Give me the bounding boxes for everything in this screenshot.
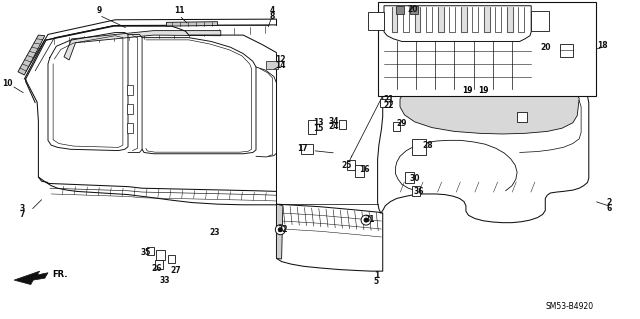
Text: 27: 27 bbox=[171, 266, 181, 275]
Circle shape bbox=[364, 218, 369, 223]
Text: 22: 22 bbox=[384, 101, 394, 110]
Polygon shape bbox=[166, 22, 218, 26]
Text: 12: 12 bbox=[275, 55, 285, 63]
Bar bbox=[355, 165, 364, 177]
Text: 29: 29 bbox=[397, 119, 407, 128]
Polygon shape bbox=[64, 31, 221, 60]
Text: 36: 36 bbox=[414, 187, 424, 196]
Bar bbox=[378, 2, 596, 96]
Bar bbox=[308, 120, 316, 134]
Polygon shape bbox=[384, 6, 531, 41]
Text: 3: 3 bbox=[20, 204, 25, 213]
Text: 25: 25 bbox=[342, 161, 352, 170]
Bar bbox=[147, 247, 154, 256]
Text: 19: 19 bbox=[462, 86, 472, 95]
Polygon shape bbox=[18, 35, 45, 75]
Polygon shape bbox=[14, 271, 48, 285]
Text: 35: 35 bbox=[141, 248, 151, 257]
Circle shape bbox=[275, 225, 285, 235]
Text: 10: 10 bbox=[3, 79, 13, 88]
Text: 23: 23 bbox=[209, 228, 220, 237]
Bar bbox=[394, 122, 400, 131]
Bar bbox=[405, 172, 414, 182]
Circle shape bbox=[361, 215, 371, 225]
Bar bbox=[380, 99, 390, 107]
Bar bbox=[517, 112, 527, 122]
Text: 1: 1 bbox=[374, 271, 379, 280]
Text: 14: 14 bbox=[275, 61, 285, 70]
Bar bbox=[396, 6, 404, 14]
Text: 17: 17 bbox=[297, 144, 307, 153]
Text: 20: 20 bbox=[408, 5, 418, 14]
Text: 32: 32 bbox=[278, 225, 288, 234]
Bar bbox=[410, 6, 418, 14]
Text: 15: 15 bbox=[314, 124, 324, 133]
Text: 18: 18 bbox=[598, 41, 608, 50]
Bar bbox=[347, 160, 355, 170]
Bar bbox=[155, 260, 163, 269]
Circle shape bbox=[278, 227, 283, 232]
Text: 34: 34 bbox=[329, 117, 339, 126]
Bar bbox=[127, 85, 132, 94]
Bar bbox=[127, 123, 132, 133]
Text: 19: 19 bbox=[478, 86, 488, 95]
Text: 6: 6 bbox=[607, 204, 612, 213]
Bar bbox=[156, 250, 164, 260]
Text: 20: 20 bbox=[540, 43, 550, 52]
Text: 5: 5 bbox=[374, 277, 379, 286]
Text: 13: 13 bbox=[314, 118, 324, 127]
Polygon shape bbox=[400, 77, 579, 134]
Text: FR.: FR. bbox=[52, 271, 68, 279]
Bar bbox=[266, 61, 278, 69]
Text: 8: 8 bbox=[269, 12, 275, 21]
Polygon shape bbox=[276, 204, 283, 259]
Text: 2: 2 bbox=[607, 198, 612, 207]
Polygon shape bbox=[560, 44, 573, 57]
Text: SM53-B4920: SM53-B4920 bbox=[545, 302, 594, 311]
Text: 9: 9 bbox=[97, 6, 102, 15]
Bar bbox=[339, 120, 346, 129]
Text: 4: 4 bbox=[269, 6, 275, 15]
Bar bbox=[168, 255, 175, 263]
Bar bbox=[412, 139, 426, 155]
Text: 31: 31 bbox=[365, 215, 375, 224]
Text: 24: 24 bbox=[329, 122, 339, 131]
Text: 11: 11 bbox=[174, 6, 184, 15]
Bar bbox=[301, 144, 313, 154]
Text: 26: 26 bbox=[152, 264, 162, 273]
Bar bbox=[127, 104, 132, 114]
Bar bbox=[412, 186, 420, 196]
Polygon shape bbox=[368, 12, 384, 30]
Text: 21: 21 bbox=[384, 95, 394, 104]
Text: 33: 33 bbox=[160, 276, 170, 285]
Polygon shape bbox=[531, 11, 549, 31]
Text: 7: 7 bbox=[20, 210, 25, 219]
Text: 30: 30 bbox=[410, 174, 420, 182]
Text: 28: 28 bbox=[422, 141, 433, 150]
Text: 16: 16 bbox=[360, 165, 370, 174]
